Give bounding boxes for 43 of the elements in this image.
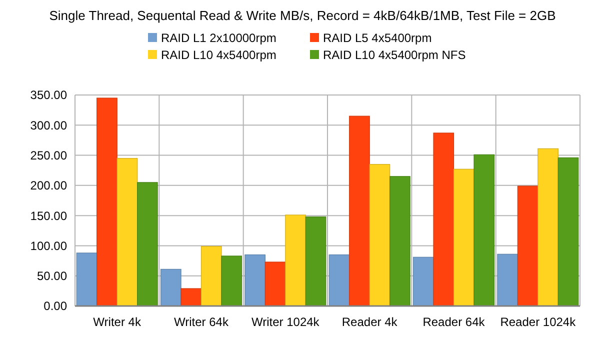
- bar: [349, 116, 370, 306]
- legend-label: RAID L10 4x5400rpm: [161, 48, 276, 62]
- bar: [76, 252, 98, 306]
- bar: [244, 254, 266, 306]
- bar: [453, 168, 474, 306]
- bar: [390, 176, 410, 306]
- bar: [96, 98, 118, 306]
- x-tick-label: Reader 64k: [422, 315, 486, 329]
- y-tick-label: 100.00: [30, 238, 68, 253]
- bar: [305, 216, 326, 306]
- y-tick-label: 200.00: [30, 178, 68, 193]
- bar: [433, 132, 454, 306]
- bar: [180, 288, 202, 306]
- bar: [200, 246, 222, 306]
- bar: [497, 254, 518, 306]
- bar: [116, 158, 138, 306]
- bar: [558, 157, 579, 306]
- bar: [285, 214, 306, 306]
- chart-title: Single Thread, Sequental Read & Write MB/s, Record = 4kB/64kB/1MB, Test File = 2GB: [49, 8, 556, 23]
- x-tick-label: Writer 4k: [93, 315, 142, 329]
- bar: [369, 164, 390, 306]
- bar: [474, 154, 495, 306]
- bar: [517, 186, 538, 306]
- y-tick-label: 300.00: [30, 118, 68, 132]
- bar: [264, 262, 286, 306]
- y-tick-label: 350.00: [30, 88, 68, 102]
- x-tick-label: Reader 1024k: [500, 315, 577, 329]
- legend-label: RAID L10 4x5400rpm NFS: [323, 48, 466, 62]
- x-tick-label: Reader 4k: [342, 315, 398, 329]
- x-tick-label: Writer 1024k: [252, 315, 320, 329]
- y-tick-label: 0.00: [44, 299, 68, 314]
- y-tick-label: 50.00: [36, 269, 68, 284]
- bar: [412, 256, 434, 306]
- legend-label: RAID L1 2x10000rpm: [161, 31, 276, 45]
- x-tick-label: Writer 64k: [174, 315, 230, 329]
- bar: [137, 182, 158, 306]
- bar: [328, 254, 350, 306]
- bar: [538, 148, 558, 306]
- bar: [221, 256, 242, 306]
- bar: [160, 268, 182, 306]
- y-tick-label: 250.00: [30, 148, 68, 162]
- legend-label: RAID L5 4x5400rpm: [323, 31, 432, 45]
- y-tick-label: 150.00: [30, 208, 68, 223]
